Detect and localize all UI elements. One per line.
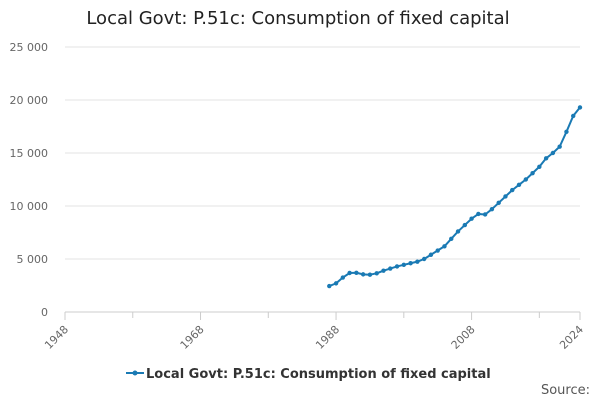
series-line-group[interactable] — [327, 105, 583, 289]
data-point[interactable] — [550, 150, 556, 156]
data-point[interactable] — [415, 259, 420, 264]
data-point[interactable] — [421, 256, 427, 262]
data-point[interactable] — [557, 144, 562, 149]
data-point[interactable] — [530, 170, 535, 176]
y-axis-ticks: 0 5 000 10 000 15 000 20 000 25 000 — [10, 41, 49, 319]
x-tick-label: 2024 — [557, 323, 586, 352]
data-point[interactable] — [455, 229, 461, 234]
source-label: Source: — [541, 383, 590, 398]
y-tick-label: 15 000 — [10, 147, 49, 160]
data-point[interactable] — [449, 236, 454, 242]
data-point[interactable] — [482, 212, 488, 217]
data-point[interactable] — [543, 156, 549, 161]
legend[interactable]: Local Govt: P.51c: Consumption of fixed … — [126, 367, 491, 382]
data-point[interactable] — [496, 200, 501, 206]
gridlines — [65, 46, 580, 260]
data-point[interactable] — [394, 264, 400, 269]
data-point[interactable] — [503, 194, 508, 199]
data-point[interactable] — [327, 283, 332, 289]
y-tick-label: 20 000 — [10, 94, 49, 107]
x-tick-label: 1968 — [178, 323, 207, 352]
y-tick-label: 0 — [41, 306, 48, 319]
data-point[interactable] — [476, 211, 481, 217]
data-point[interactable] — [388, 266, 393, 271]
legend-marker — [132, 370, 138, 376]
data-point[interactable] — [516, 182, 522, 187]
legend-label[interactable]: Local Govt: P.51c: Consumption of fixed … — [146, 367, 491, 382]
data-point[interactable] — [577, 105, 583, 110]
data-point[interactable] — [340, 275, 346, 280]
data-point[interactable] — [367, 272, 373, 277]
data-point[interactable] — [489, 206, 495, 212]
data-point[interactable] — [564, 129, 569, 134]
data-point[interactable] — [435, 248, 440, 253]
x-axis-ticks: 1948 1968 1988 2008 2024 — [42, 312, 586, 352]
y-tick-label: 5 000 — [17, 253, 49, 266]
data-point[interactable] — [510, 187, 515, 193]
data-point[interactable] — [408, 261, 413, 266]
data-point[interactable] — [374, 271, 379, 276]
data-point[interactable] — [523, 177, 528, 182]
data-point[interactable] — [469, 216, 474, 221]
chart-title: Local Govt: P.51c: Consumption of fixed … — [86, 8, 509, 29]
x-tick-label: 1948 — [42, 323, 71, 352]
data-point[interactable] — [347, 270, 352, 276]
data-point[interactable] — [537, 164, 542, 169]
data-point[interactable] — [333, 281, 339, 286]
data-point[interactable] — [571, 113, 576, 119]
x-tick-label: 2008 — [449, 323, 478, 352]
data-point[interactable] — [360, 272, 366, 277]
data-point[interactable] — [462, 222, 468, 228]
x-tick-label: 1988 — [313, 323, 342, 352]
y-tick-label: 25 000 — [10, 41, 49, 54]
data-point[interactable] — [381, 268, 386, 273]
data-point[interactable] — [401, 262, 407, 268]
data-point[interactable] — [442, 244, 447, 249]
data-point[interactable] — [428, 252, 434, 257]
y-tick-label: 10 000 — [10, 200, 49, 213]
data-point[interactable] — [354, 270, 359, 275]
